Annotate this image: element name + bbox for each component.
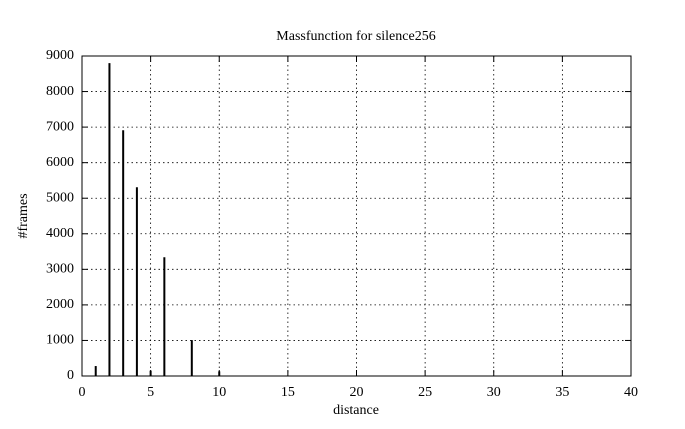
y-tick-label: 1000 [46,333,74,348]
y-tick-label: 0 [67,368,74,383]
x-tick-label: 10 [212,385,226,400]
x-tick-label: 20 [350,385,364,400]
y-tick-label: 5000 [46,190,74,205]
plot-frame [81,55,632,377]
x-axis-label: distance [333,403,379,418]
y-tick-label: 8000 [46,84,74,99]
x-tick-label: 30 [487,385,501,400]
y-tick-label: 4000 [46,226,74,241]
y-axis-label: #frames [16,193,31,238]
x-tick-label: 15 [281,385,295,400]
y-tick-label: 6000 [46,155,74,170]
x-tick-label: 35 [555,385,569,400]
y-tick-label: 9000 [46,48,74,63]
y-tick-label: 3000 [46,262,74,277]
x-tick-label: 5 [147,385,154,400]
x-tick-label: 0 [79,385,86,400]
y-tick-label: 7000 [46,119,74,134]
x-tick-label: 40 [624,385,638,400]
x-tick-label: 25 [418,385,432,400]
y-tick-label: 2000 [46,297,74,312]
chart-title: Massfunction for silence256 [276,29,435,44]
